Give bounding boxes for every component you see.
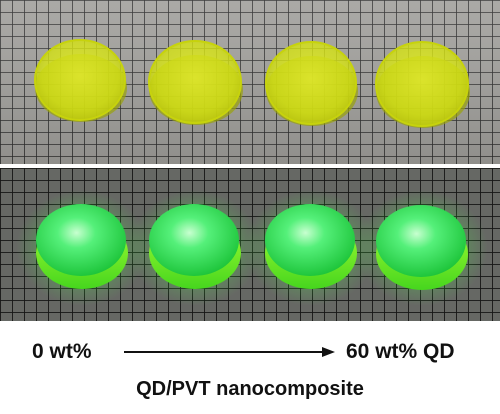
disk-top-3 (265, 41, 358, 126)
disk-uv-1 (16, 190, 148, 306)
photo-ambient-light-image (0, 0, 500, 164)
concentration-end-label: 60 wt% QD (346, 340, 455, 363)
figure-caption: QD/PVT nanocomposite (136, 378, 364, 400)
concentration-arrow-icon (124, 347, 335, 357)
disk-uv-4 (356, 190, 488, 306)
concentration-start-label: 0 wt% (32, 340, 92, 363)
photo-uv-illumination (0, 168, 500, 321)
disk-uv-2 (129, 190, 261, 306)
disk-top-4 (375, 41, 470, 128)
photo-uv-illumination-image (0, 168, 500, 321)
disk-top-1 (34, 39, 127, 122)
disk-top-2 (148, 40, 243, 125)
disk-uv-3 (245, 190, 377, 306)
photo-ambient-light (0, 0, 500, 164)
